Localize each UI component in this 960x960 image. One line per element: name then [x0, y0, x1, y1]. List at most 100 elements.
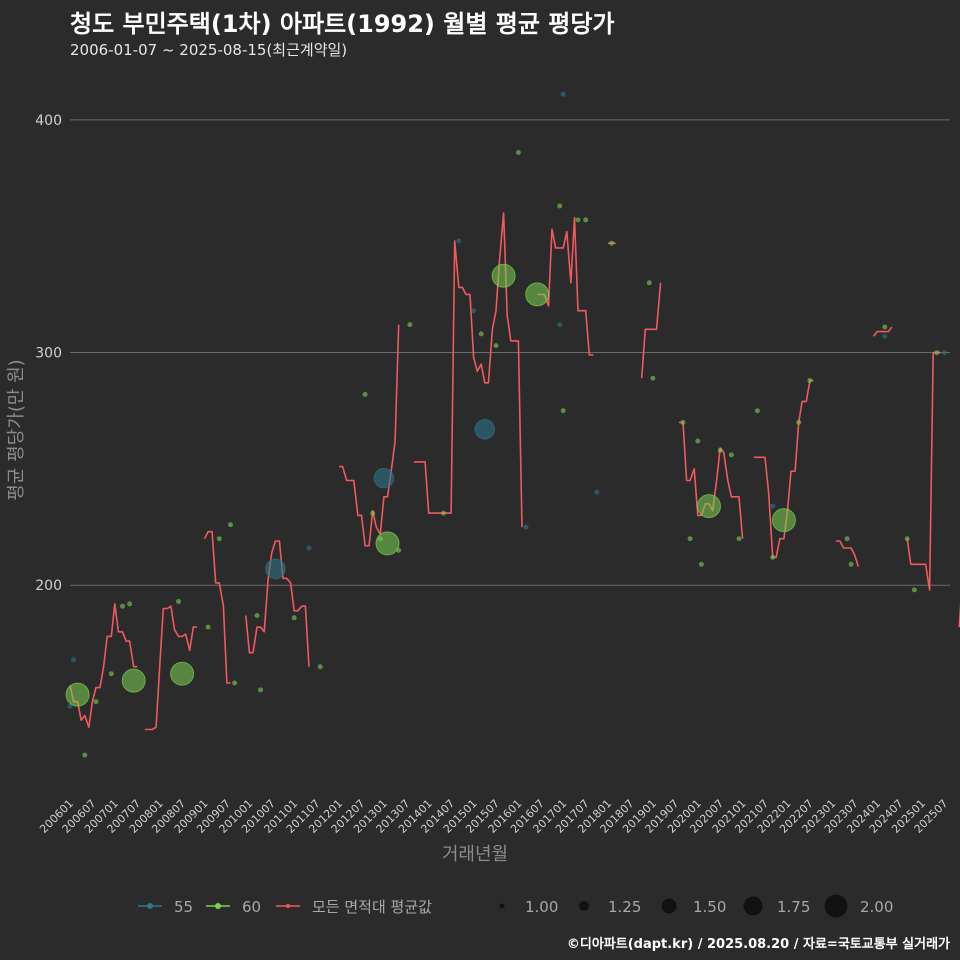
point-60-52 [904, 536, 910, 542]
point-60-3 [108, 671, 114, 677]
average-line-segment-3 [245, 540, 310, 667]
y-tick-labels: 200 300 400 [35, 113, 62, 594]
point-55-1 [71, 657, 77, 663]
point-60-25 [493, 343, 499, 349]
point-60-2 [93, 699, 99, 705]
legend-item-average: 모든 면적대 평균값 [276, 898, 432, 916]
point-55-8 [523, 524, 529, 530]
point-60-49 [844, 536, 850, 542]
point-60-36 [680, 419, 686, 425]
y-axis-title: 평균 평당가(만 원) [6, 359, 27, 500]
point-55-9 [557, 322, 563, 328]
point-60-41 [717, 447, 723, 453]
point-60-34 [646, 280, 652, 286]
point-60-26 [491, 263, 516, 288]
point-60-32 [583, 217, 589, 223]
legend-size-label-1.00: 1.00 [525, 898, 558, 916]
point-60-15 [291, 615, 297, 621]
legend-item-60: 60 [206, 898, 261, 916]
legend-size-1.50: 1.50 [661, 898, 726, 916]
point-60-23 [441, 510, 446, 516]
point-60-42 [728, 452, 734, 458]
legend-size-1.00: 1.00 [499, 898, 558, 916]
point-60-10 [216, 536, 222, 542]
point-55-2 [265, 558, 286, 580]
y-gridlines [70, 119, 950, 586]
point-60-45 [770, 554, 776, 560]
average-line-segment-13 [906, 351, 941, 591]
point-60-17 [362, 391, 368, 397]
legend-size-2.00: 2.00 [824, 894, 893, 918]
legend-item-55: 55 [138, 898, 193, 916]
point-60-18 [370, 510, 376, 516]
average-price-lines [69, 212, 960, 731]
point-60-40 [697, 494, 721, 519]
average-line-segment-10 [753, 379, 814, 559]
point-60-50 [848, 561, 854, 567]
average-line-segment-5 [413, 212, 523, 528]
point-55-7 [474, 419, 495, 440]
point-60-27 [515, 150, 521, 155]
point-60-6 [121, 668, 146, 693]
point-55-4 [373, 468, 395, 489]
point-60-11 [228, 522, 233, 528]
point-60-39 [698, 561, 704, 567]
average-line-segment-12 [872, 326, 893, 337]
point-60-44 [754, 408, 760, 414]
legend-label-55: 55 [174, 898, 193, 916]
point-60-1 [82, 752, 88, 758]
legend-label-60: 60 [242, 898, 261, 916]
point-60-51 [882, 324, 888, 330]
y-tick-label-300: 300 [35, 346, 62, 362]
legend-size-1.75: 1.75 [743, 896, 810, 916]
scatter-points [65, 91, 947, 758]
point-55-10 [560, 91, 566, 97]
average-line-segment-2 [203, 530, 231, 684]
legend-size-label-2.00: 2.00 [860, 898, 893, 916]
point-60-13 [254, 613, 260, 618]
point-60-46 [771, 508, 796, 533]
chart-subtitle: 2006-01-07 ~ 2025-08-15(최근계약일) [70, 41, 348, 59]
point-55-0 [67, 703, 73, 709]
point-60-4 [120, 603, 125, 609]
point-60-0 [65, 682, 90, 707]
point-60-8 [170, 661, 195, 686]
point-55-6 [471, 308, 477, 314]
point-55-11 [594, 489, 600, 495]
point-60-30 [560, 408, 566, 414]
point-55-5 [456, 238, 462, 244]
point-60-31 [575, 217, 581, 223]
point-60-21 [396, 547, 402, 553]
average-line-segment-4 [339, 324, 400, 547]
average-line-segment-0 [69, 603, 138, 729]
point-60-33 [609, 240, 615, 246]
point-60-47 [796, 419, 802, 425]
point-60-38 [695, 438, 701, 444]
x-axis-title: 거래년월 [442, 844, 508, 865]
point-60-14 [258, 687, 264, 693]
point-60-5 [127, 601, 133, 607]
point-60-43 [736, 536, 742, 542]
point-60-20 [375, 531, 400, 556]
point-60-35 [650, 375, 656, 381]
average-line-segment-1 [144, 605, 197, 731]
point-60-37 [687, 536, 693, 542]
point-60-29 [557, 203, 563, 209]
point-60-48 [807, 378, 813, 383]
point-60-28 [525, 282, 550, 307]
legend-size-label-1.25: 1.25 [608, 898, 641, 916]
point-60-12 [232, 680, 238, 686]
legend-label-average: 모든 면적대 평균값 [312, 898, 432, 916]
legend: 55 60 모든 면적대 평균값 1.00 1.25 1.50 1.75 [138, 894, 893, 918]
y-tick-label-200: 200 [35, 578, 62, 594]
point-60-9 [205, 624, 211, 630]
point-55-3 [306, 545, 312, 551]
point-60-24 [478, 331, 484, 337]
average-line-segment-11 [835, 540, 860, 567]
y-tick-label-400: 400 [35, 113, 62, 129]
average-line-segment-9 [678, 421, 744, 539]
source-footer: ©디아파트(dapt.kr) / 2025.08.20 / 자료=국토교통부 실… [566, 937, 950, 952]
chart-title: 청도 부민주택(1차) 아파트(1992) 월별 평균 평당가 [70, 10, 615, 38]
point-60-7 [176, 599, 181, 604]
